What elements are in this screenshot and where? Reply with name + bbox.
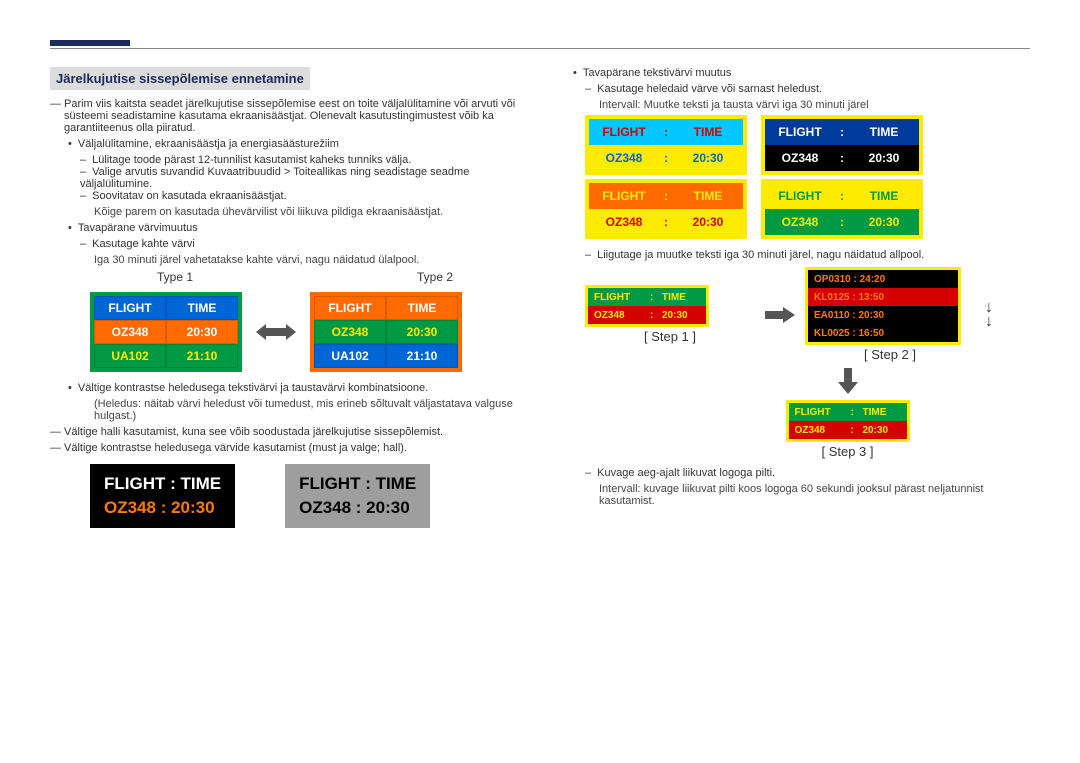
step3-block: FLIGHT : TIME OZ348 : 20:30 [ Step 3 ] bbox=[665, 368, 1030, 459]
bullet-color-change: Tavapärane värvimuutus bbox=[68, 222, 525, 234]
left-column: Järelkujutise sissepõlemise ennetamine ―… bbox=[50, 67, 525, 534]
type1-label: Type 1 bbox=[90, 270, 260, 284]
example-black-box: FLIGHT : TIME OZ348 : 20:30 bbox=[90, 464, 235, 528]
type1-table: FLIGHT TIME OZ348 20:30 UA102 21:10 bbox=[90, 292, 242, 372]
avoid-bw: ― Vältige kontrastse heledusega värvide … bbox=[50, 442, 525, 454]
panel-cyan: FLIGHT : TIME OZ348 : 20:30 bbox=[585, 115, 747, 175]
note-interval-30: Intervall: Muutke teksti ja tausta värvi… bbox=[555, 99, 1030, 111]
sub-12h: Lülitage toode pärast 12-tunnilist kasut… bbox=[80, 154, 525, 166]
sub-display-props: Valige arvutis suvandid Kuvaatribuudid >… bbox=[80, 166, 525, 190]
scroll-arrows-icon: ↓↓ bbox=[985, 301, 993, 329]
step2-table: OP0310 : 24:20 KL0125 : 13:50 EA0110 : 2… bbox=[805, 267, 961, 345]
step3-label: [ Step 3 ] bbox=[763, 444, 933, 459]
header-rule bbox=[50, 48, 1030, 49]
step3-table: FLIGHT : TIME OZ348 : 20:30 bbox=[786, 400, 910, 442]
type2-table: FLIGHT TIME OZ348 20:30 UA102 21:10 bbox=[310, 292, 462, 372]
color-row-2: FLIGHT : TIME OZ348 : 20:30 FLIGHT : TIM… bbox=[585, 179, 1030, 239]
panel-black: FLIGHT : TIME OZ348 : 20:30 bbox=[761, 115, 923, 175]
sub-light-colors: Kasutage heledaid värve või sarnast hele… bbox=[585, 83, 1030, 95]
sub-move-text: Liigutage ja muutke teksti iga 30 minuti… bbox=[585, 249, 1030, 261]
right-column: Tavapärane tekstivärvi muutus Kasutage h… bbox=[555, 67, 1030, 534]
steps-1-2: FLIGHT : TIME OZ348 : 20:30 [ Step 1 ] O… bbox=[585, 267, 1030, 362]
bullet-power: Väljalülitamine, ekraanisäästja ja energ… bbox=[68, 138, 525, 150]
color-row-1: FLIGHT : TIME OZ348 : 20:30 FLIGHT : TIM… bbox=[585, 115, 1030, 175]
section-title: Järelkujutise sissepõlemise ennetamine bbox=[50, 67, 310, 90]
panel-green: FLIGHT : TIME OZ348 : 20:30 bbox=[761, 179, 923, 239]
step1-table: FLIGHT : TIME OZ348 : 20:30 bbox=[585, 285, 709, 327]
bullet-text-color: Tavapärane tekstivärvi muutus bbox=[573, 67, 1030, 79]
swap-arrow-icon bbox=[256, 317, 296, 347]
avoid-grey: ― Vältige halli kasutamist, kuna see või… bbox=[50, 426, 525, 438]
note-30min: Iga 30 minuti järel vahetatakse kahte vä… bbox=[50, 254, 525, 266]
sub-logo: Kuvage aeg-ajalt liikuvat logoga pilti. bbox=[585, 467, 1030, 479]
step1-label: [ Step 1 ] bbox=[585, 329, 755, 344]
type2-label: Type 2 bbox=[350, 270, 520, 284]
intro-paragraph: ― Parim viis kaitsta seadet järelkujutis… bbox=[50, 98, 525, 134]
note-brightness: (Heledus: näitab värvi heledust või tume… bbox=[50, 398, 525, 422]
note-screensaver: Kõige parem on kasutada ühevärvilist või… bbox=[50, 206, 525, 218]
type-comparison: FLIGHT TIME OZ348 20:30 UA102 21:10 bbox=[90, 292, 525, 372]
sub-two-colors: Kasutage kahte värvi bbox=[80, 238, 525, 250]
arrow-right-icon bbox=[765, 305, 795, 325]
step2-label: [ Step 2 ] bbox=[805, 347, 975, 362]
header-accent bbox=[50, 40, 130, 46]
arrow-down-icon bbox=[838, 368, 858, 394]
bullet-contrast: Vältige kontrastse heledusega tekstivärv… bbox=[68, 382, 525, 394]
note-logo-interval: Intervall: kuvage liikuvat pilti koos lo… bbox=[555, 483, 1030, 507]
example-grey-box: FLIGHT : TIME OZ348 : 20:30 bbox=[285, 464, 430, 528]
sub-screensaver: Soovitatav on kasutada ekraanisäästjat. bbox=[80, 190, 525, 202]
panel-orange: FLIGHT : TIME OZ348 : 20:30 bbox=[585, 179, 747, 239]
page-columns: Järelkujutise sissepõlemise ennetamine ―… bbox=[50, 67, 1030, 534]
